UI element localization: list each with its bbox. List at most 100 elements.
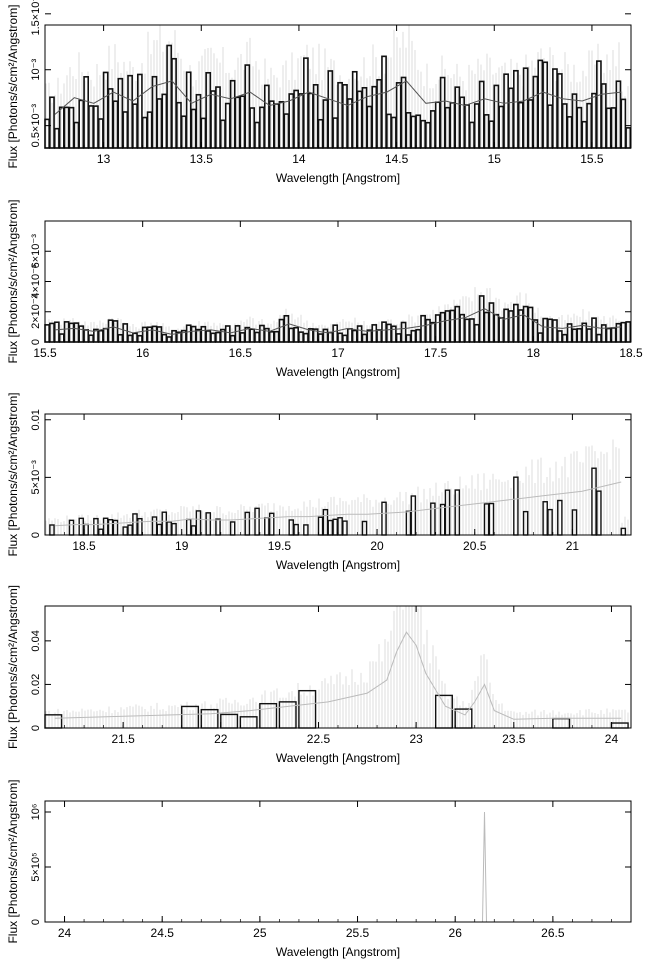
panel-3-ylabel: Flux [Photons/s/cm²/Angstrom] bbox=[6, 392, 20, 556]
histogram-bin bbox=[78, 517, 85, 536]
panel-3-xlabel: Wavelength [Angstrom] bbox=[276, 558, 400, 572]
y-tick-label: 0.5×10⁻³ bbox=[30, 104, 42, 148]
y-tick-label: 0.01 bbox=[30, 409, 42, 430]
histogram-bin bbox=[322, 508, 329, 536]
histogram-bin bbox=[83, 523, 89, 536]
panel-2-xlabel: Wavelength [Angstrom] bbox=[276, 365, 400, 379]
histogram-bin bbox=[439, 311, 446, 343]
x-tick-label: 17.5 bbox=[424, 346, 448, 360]
histogram-bin bbox=[58, 106, 65, 149]
x-tick-label: 15.5 bbox=[580, 152, 604, 166]
histogram-bin bbox=[571, 328, 578, 343]
histogram-bin bbox=[102, 517, 109, 536]
histogram-bin bbox=[513, 476, 519, 536]
histogram-bin bbox=[346, 98, 353, 149]
histogram-bin bbox=[224, 325, 231, 343]
histogram-bin bbox=[405, 334, 412, 343]
histogram-bin bbox=[73, 322, 80, 343]
histogram-bin bbox=[439, 76, 446, 149]
x-tick-label: 18 bbox=[527, 346, 541, 360]
histogram-bin bbox=[522, 305, 529, 343]
histogram-bin bbox=[97, 118, 104, 149]
series-line-1 bbox=[54, 80, 622, 115]
histogram-bin bbox=[434, 694, 453, 729]
histogram-bin bbox=[542, 61, 549, 149]
histogram-bin bbox=[620, 98, 627, 149]
histogram-bin bbox=[185, 518, 192, 536]
series-line-1 bbox=[54, 631, 622, 720]
panel-3-error-bars bbox=[45, 439, 629, 535]
histogram-bin bbox=[263, 84, 270, 149]
histogram-bin bbox=[278, 318, 285, 343]
histogram-bin bbox=[327, 519, 334, 536]
histogram-bin bbox=[156, 98, 163, 149]
histogram-bin bbox=[522, 510, 529, 536]
panel-4-ylabel: Flux [Photons/s/cm²/Angstrom] bbox=[6, 585, 20, 749]
x-tick-label: 21.5 bbox=[111, 732, 135, 746]
histogram-bin bbox=[63, 106, 70, 149]
histogram-bin bbox=[254, 121, 260, 149]
histogram-bin bbox=[620, 321, 627, 343]
histogram-bin bbox=[322, 328, 329, 343]
histogram-bin bbox=[97, 329, 104, 343]
series-line-1 bbox=[64, 811, 612, 923]
histogram-bin bbox=[317, 333, 324, 343]
histogram-bin bbox=[107, 88, 114, 149]
histogram-bin bbox=[190, 108, 197, 149]
histogram-bin bbox=[190, 325, 197, 343]
histogram-bin bbox=[556, 73, 563, 149]
histogram-bin bbox=[610, 327, 617, 343]
histogram-bin bbox=[552, 717, 571, 729]
histogram-bin bbox=[342, 334, 348, 343]
x-tick-label: 18.5 bbox=[72, 539, 96, 553]
histogram-bin bbox=[517, 101, 524, 149]
histogram-bin bbox=[381, 501, 387, 536]
histogram-bin bbox=[249, 328, 256, 343]
histogram-bin bbox=[371, 324, 378, 343]
histogram-bin bbox=[68, 519, 75, 536]
histogram-bin bbox=[156, 326, 163, 343]
histogram-bin bbox=[317, 118, 324, 149]
series-line-1 bbox=[54, 308, 622, 335]
histogram-bin bbox=[410, 329, 417, 343]
histogram-bin bbox=[210, 90, 216, 149]
histogram-bin bbox=[146, 111, 153, 149]
histogram-bin bbox=[591, 317, 597, 343]
histogram-bin bbox=[229, 334, 236, 343]
histogram-bin bbox=[552, 319, 558, 343]
histogram-bin bbox=[610, 722, 629, 729]
histogram-bin bbox=[381, 321, 387, 343]
histogram-bin bbox=[117, 333, 124, 343]
histogram-bin bbox=[268, 100, 275, 149]
histogram-bin bbox=[483, 114, 490, 149]
histogram-bin bbox=[371, 85, 378, 149]
histogram-bin bbox=[503, 73, 509, 149]
histogram-bin bbox=[136, 73, 143, 149]
histogram-bin bbox=[346, 327, 353, 343]
histogram-bin bbox=[478, 80, 485, 149]
histogram-bin bbox=[190, 525, 197, 536]
histogram-bin bbox=[132, 103, 138, 149]
histogram-bin bbox=[493, 313, 500, 343]
histogram-bin bbox=[488, 120, 495, 149]
histogram-bin bbox=[400, 76, 407, 149]
y-tick-label: 0 bbox=[30, 919, 42, 925]
histogram-bin bbox=[122, 526, 128, 536]
histogram-bin bbox=[53, 321, 60, 343]
histogram-bin bbox=[146, 326, 153, 343]
histogram-bin bbox=[591, 92, 597, 149]
histogram-bin bbox=[303, 524, 309, 536]
histogram-bin bbox=[356, 325, 363, 343]
histogram-bin bbox=[395, 333, 402, 343]
histogram-bin bbox=[58, 333, 65, 343]
histogram-bin bbox=[566, 116, 573, 149]
histogram-bin bbox=[268, 512, 275, 536]
histogram-bin bbox=[229, 79, 236, 149]
histogram-bin bbox=[249, 107, 256, 149]
histogram-bin bbox=[361, 333, 368, 343]
series-line-1 bbox=[54, 481, 622, 527]
histogram-bin bbox=[444, 106, 451, 149]
histogram-bin bbox=[615, 322, 622, 343]
histogram-bin bbox=[210, 332, 216, 343]
histogram-bin bbox=[93, 105, 99, 149]
